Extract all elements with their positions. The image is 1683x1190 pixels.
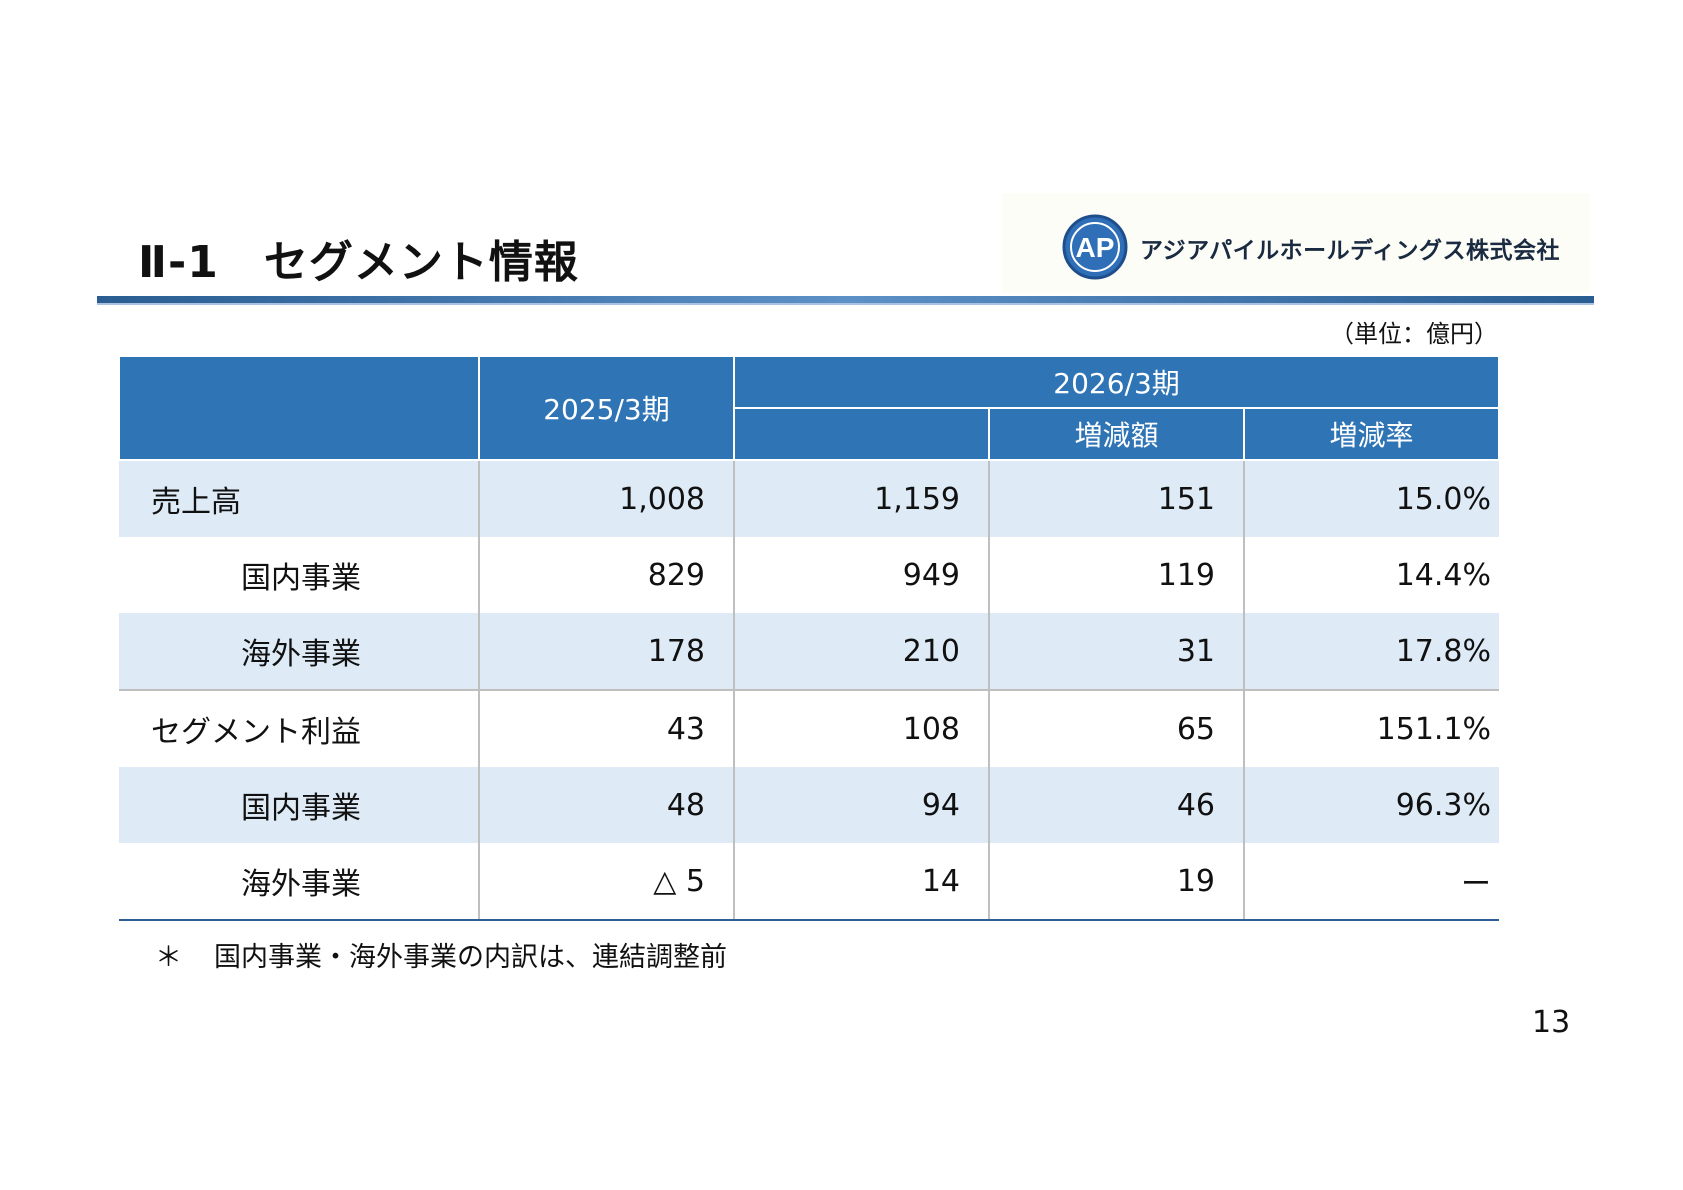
cell-rate: 17.8% [1242, 613, 1500, 690]
cell-fy2026: 108 [733, 689, 990, 767]
header-rate: 増減率 [1242, 407, 1501, 461]
company-name: アジアパイルホールディングス株式会社 [1140, 238, 1561, 264]
title-divider [97, 296, 1594, 303]
cell-fy2025: 43 [478, 689, 735, 767]
cell-change: 46 [988, 767, 1245, 843]
cell-rate: 15.0% [1242, 460, 1500, 537]
row-label: 国内事業 [119, 537, 480, 613]
table-row-sales-overseas: 海外事業 178 210 31 17.8% [119, 613, 1500, 690]
table-row-sales-domestic: 国内事業 829 949 119 14.4% [119, 537, 1500, 613]
page-number: 13 [1532, 1005, 1571, 1040]
cell-change: 65 [988, 689, 1245, 767]
header-fy2026: 2026/3期 [732, 355, 1501, 409]
cell-fy2026: 949 [733, 537, 990, 613]
row-label: 国内事業 [119, 767, 480, 843]
cell-change: 151 [988, 460, 1245, 537]
header-fy2026-value-blank [733, 408, 990, 461]
cell-rate: 151.1% [1242, 689, 1500, 767]
logo-mark-text: AP [1076, 232, 1115, 263]
cell-fy2025: 48 [478, 767, 735, 843]
table-subheader-row: 増減額 増減率 [119, 407, 1501, 461]
table-row-segment-profit: セグメント利益 43 108 65 151.1% [119, 689, 1500, 767]
row-label: セグメント利益 [119, 689, 480, 767]
cell-fy2026: 1,159 [733, 460, 990, 537]
company-logo: AP アジアパイルホールディングス株式会社 [1002, 193, 1590, 293]
row-label: 売上高 [119, 460, 480, 537]
company-logo-icon: AP [1062, 214, 1128, 280]
row-label: 海外事業 [119, 843, 480, 921]
segment-table-container: 2025/3期 2026/3期 増減額 増減率 売上高 1,008 1,159 … [118, 355, 1501, 921]
cell-fy2025: 1,008 [478, 460, 735, 537]
cell-change: 31 [988, 613, 1245, 690]
header-change: 増減額 [988, 407, 1245, 461]
row-label: 海外事業 [119, 613, 480, 690]
cell-fy2026: 14 [733, 843, 990, 921]
table-row-net-sales: 売上高 1,008 1,159 151 15.0% [119, 460, 1500, 537]
header-blank-cell [118, 355, 480, 461]
segment-table: 2025/3期 2026/3期 増減額 増減率 売上高 1,008 1,159 … [118, 355, 1501, 921]
table-row-profit-overseas: 海外事業 △ 5 14 19 ー [119, 843, 1500, 921]
cell-change: 19 [988, 843, 1245, 921]
header-fy2025: 2025/3期 [478, 355, 735, 461]
footnote-mark: ＊ [155, 942, 182, 973]
footnote-text: 国内事業・海外事業の内訳は、連結調整前 [214, 942, 727, 973]
cell-fy2026: 94 [733, 767, 990, 843]
cell-fy2025: △ 5 [478, 843, 735, 921]
table-header-row: 2025/3期 2026/3期 [118, 355, 1501, 461]
cell-rate: ー [1242, 843, 1500, 921]
cell-fy2026: 210 [733, 613, 990, 690]
cell-change: 119 [988, 537, 1245, 613]
footnote: ＊ 国内事業・海外事業の内訳は、連結調整前 [155, 935, 727, 974]
cell-fy2025: 829 [478, 537, 735, 613]
unit-label: （単位：億円） [1330, 320, 1498, 348]
cell-rate: 96.3% [1242, 767, 1500, 843]
cell-rate: 14.4% [1242, 537, 1500, 613]
slide-title: Ⅱ-1 セグメント情報 [138, 237, 579, 288]
title-divider-highlight [97, 303, 1594, 305]
table-row-profit-domestic: 国内事業 48 94 46 96.3% [119, 767, 1500, 843]
cell-fy2025: 178 [478, 613, 735, 690]
